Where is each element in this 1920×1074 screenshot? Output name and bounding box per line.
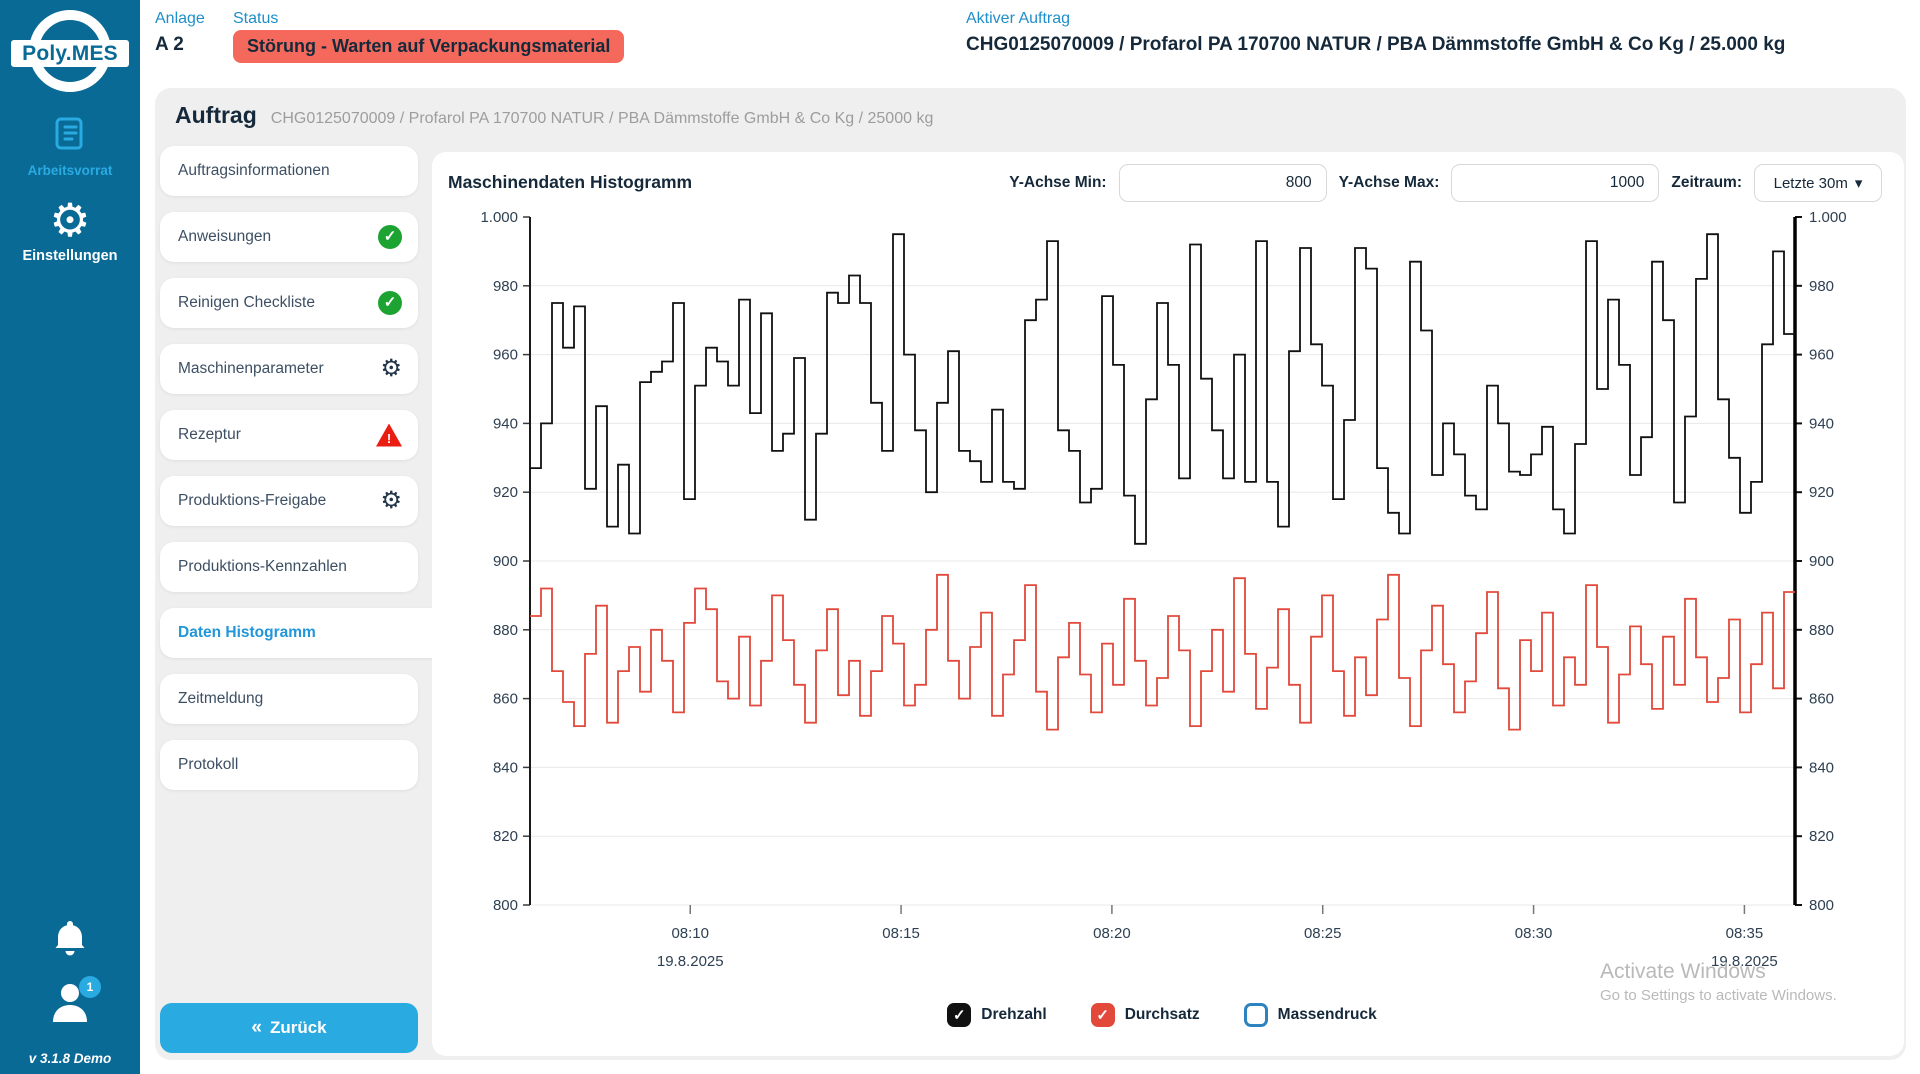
nav-item-anweisungen[interactable]: Anweisungen ✓ [160, 212, 418, 262]
notification-count-badge: 1 [79, 976, 101, 998]
nav-item-rezeptur[interactable]: Rezeptur [160, 410, 418, 460]
svg-text:960: 960 [493, 347, 518, 364]
svg-text:940: 940 [1809, 415, 1834, 432]
page-title: Auftrag [175, 102, 257, 128]
check-circle-icon: ✓ [378, 225, 402, 249]
nav-item-daten-histogramm[interactable]: Daten Histogramm [160, 608, 434, 658]
legend-item-drehzahl[interactable]: ✓ Drehzahl [947, 1003, 1047, 1027]
y-min-label: Y-Achse Min: [1009, 174, 1107, 191]
svg-text:08:35: 08:35 [1726, 925, 1764, 942]
auftrag-panel: Auftrag CHG0125070009 / Profarol PA 1707… [155, 88, 1906, 1060]
notifications-button[interactable] [0, 918, 140, 965]
nav-item-reinigen-checkliste[interactable]: Reinigen Checkliste ✓ [160, 278, 418, 328]
svg-text:860: 860 [1809, 691, 1834, 708]
y-max-label: Y-Achse Max: [1338, 174, 1440, 191]
svg-text:900: 900 [493, 553, 518, 570]
bell-icon [55, 921, 85, 956]
svg-text:980: 980 [493, 278, 518, 295]
chart-legend: ✓ Drehzahl ✓ Durchsatz Massendruck [432, 1003, 1892, 1027]
svg-text:920: 920 [1809, 484, 1834, 501]
anlage-value: A 2 [155, 34, 184, 55]
svg-text:08:25: 08:25 [1304, 925, 1342, 942]
nav-item-zeitmeldung[interactable]: Zeitmeldung [160, 674, 418, 724]
activate-windows-watermark: Activate Windows Go to Settings to activ… [1600, 960, 1837, 1004]
sidebar-item-arbeitsvorrat[interactable]: Arbeitsvorrat [0, 112, 140, 178]
nav-item-produktions-kennzahlen[interactable]: Produktions-Kennzahlen [160, 542, 418, 592]
gear-icon: ⚙ [380, 355, 402, 382]
svg-text:940: 940 [493, 415, 518, 432]
sidebar-item-label: Einstellungen [22, 248, 118, 264]
svg-text:1.000: 1.000 [1809, 209, 1847, 226]
nav-item-produktions-freigabe[interactable]: Produktions-Freigabe ⚙ [160, 476, 418, 526]
scroll-icon [55, 117, 83, 150]
svg-text:08:10: 08:10 [671, 925, 709, 942]
svg-text:860: 860 [493, 691, 518, 708]
app-version: v 3.1.8 Demo [28, 1051, 112, 1066]
app-logo: Poly.MES [11, 10, 129, 96]
gear-icon: ⚙ [49, 194, 91, 246]
svg-text:880: 880 [1809, 622, 1834, 639]
order-nav: Auftragsinformationen Anweisungen ✓ Rein… [160, 146, 434, 806]
chevrons-left-icon: « [251, 1017, 262, 1038]
y-min-input[interactable] [1118, 164, 1327, 202]
zeitraum-label: Zeitraum: [1671, 174, 1742, 191]
back-button[interactable]: «Zurück [160, 1003, 418, 1053]
svg-text:820: 820 [1809, 828, 1834, 845]
svg-text:800: 800 [1809, 897, 1834, 914]
sidebar: Poly.MES Arbeitsvorrat ⚙ Einstellungen [0, 0, 140, 1074]
svg-text:980: 980 [1809, 278, 1834, 295]
gear-icon: ⚙ [380, 487, 402, 514]
svg-text:800: 800 [493, 897, 518, 914]
logo-text: Poly.MES [22, 41, 118, 65]
user-icon [53, 984, 87, 1022]
svg-text:19.8.2025: 19.8.2025 [1711, 953, 1778, 970]
anlage-label: Anlage [155, 10, 205, 27]
histogram-chart: 1.000 1.000 980 980 960 960 940 940 920 920 900 900… [480, 209, 1847, 970]
nav-item-protokoll[interactable]: Protokoll [160, 740, 418, 790]
chart-card: 1.000 1.000 980 980 960 960 940 940 920 920 900 900… [432, 152, 1904, 1056]
nav-item-maschinenparameter[interactable]: Maschinenparameter ⚙ [160, 344, 418, 394]
aktiver-auftrag-value: CHG0125070009 / Profarol PA 170700 NATUR… [966, 34, 1786, 55]
legend-item-massendruck[interactable]: Massendruck [1243, 1003, 1377, 1027]
svg-text:840: 840 [1809, 759, 1834, 776]
topbar: Anlage A 2 Status Störung - Warten auf V… [140, 0, 1920, 88]
user-menu-button[interactable]: 1 [0, 976, 140, 1031]
svg-text:08:15: 08:15 [882, 925, 920, 942]
zeitraum-select[interactable]: Letzte 30m ▾ [1754, 164, 1882, 202]
legend-item-durchsatz[interactable]: ✓ Durchsatz [1090, 1003, 1200, 1027]
svg-text:900: 900 [1809, 553, 1834, 570]
svg-text:880: 880 [493, 622, 518, 639]
svg-text:960: 960 [1809, 347, 1834, 364]
chart-title: Maschinendaten Histogramm [448, 172, 693, 192]
check-circle-icon: ✓ [378, 291, 402, 315]
warning-triangle-icon [376, 423, 402, 447]
svg-text:1.000: 1.000 [480, 209, 518, 226]
y-max-input[interactable] [1451, 164, 1660, 202]
sidebar-item-label: Arbeitsvorrat [27, 163, 113, 178]
svg-text:920: 920 [493, 484, 518, 501]
status-label: Status [233, 10, 279, 27]
svg-text:820: 820 [493, 828, 518, 845]
svg-text:840: 840 [493, 759, 518, 776]
checkbox-durchsatz[interactable]: ✓ [1090, 1003, 1115, 1027]
svg-text:08:30: 08:30 [1515, 925, 1553, 942]
svg-text:19.8.2025: 19.8.2025 [657, 953, 724, 970]
checkbox-drehzahl[interactable]: ✓ [947, 1003, 972, 1027]
chevron-down-icon: ▾ [1854, 175, 1863, 192]
page-subtitle: CHG0125070009 / Profarol PA 170700 NATUR… [270, 110, 934, 127]
sidebar-item-einstellungen[interactable]: ⚙ Einstellungen [0, 197, 140, 264]
nav-item-auftragsinformationen[interactable]: Auftragsinformationen [160, 146, 418, 196]
svg-text:08:20: 08:20 [1093, 925, 1131, 942]
aktiver-auftrag-label: Aktiver Auftrag [966, 10, 1071, 27]
checkbox-massendruck[interactable] [1243, 1003, 1268, 1027]
status-badge: Störung - Warten auf Verpackungsmaterial [233, 30, 625, 63]
